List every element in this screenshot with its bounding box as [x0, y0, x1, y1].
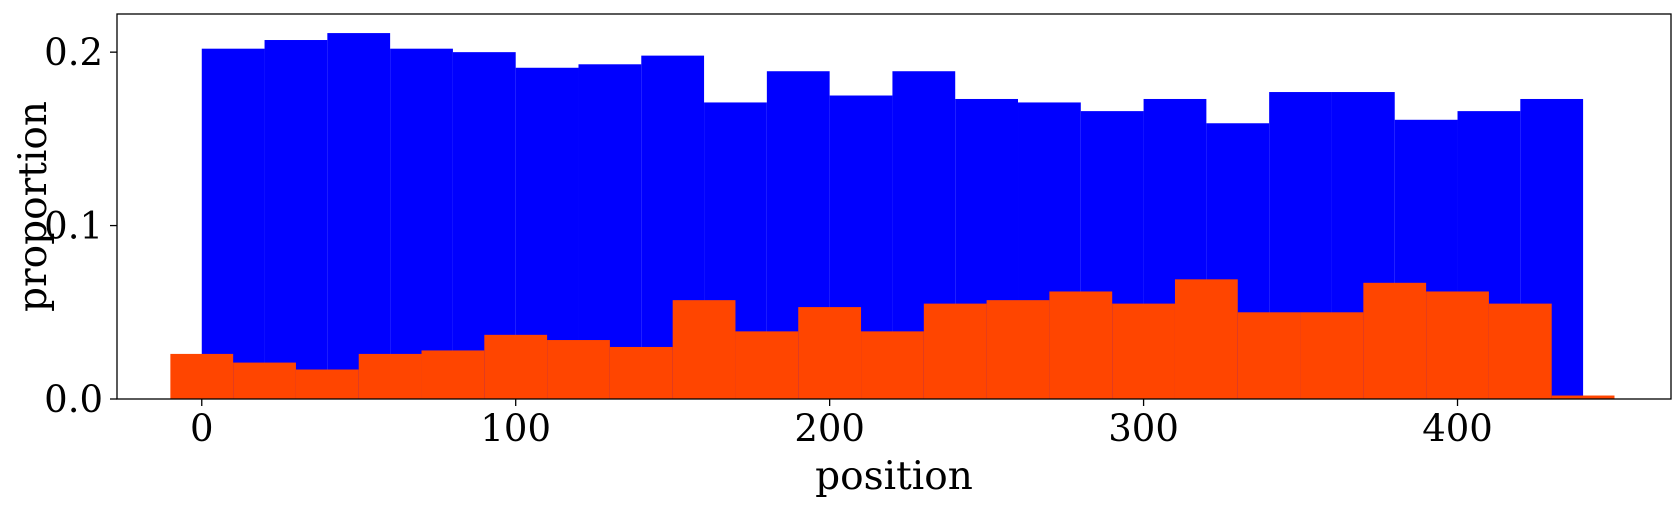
bars-layer — [170, 33, 1615, 400]
bar-series-2-9 — [735, 331, 799, 399]
y-tick-label: 0.2 — [44, 31, 103, 74]
bar-series-2-1 — [233, 362, 296, 399]
bar-series-2-6 — [547, 340, 610, 399]
plot-frame — [116, 13, 1672, 400]
bar-series-2-10 — [798, 307, 862, 399]
y-tick-label: 0.1 — [44, 205, 103, 248]
bar-series-2-17 — [1237, 312, 1301, 399]
bar-series-2-5 — [484, 334, 548, 399]
bar-series-2-0 — [170, 353, 234, 399]
bar-series-2-16 — [1174, 279, 1238, 399]
x-tick-label: 300 — [1108, 407, 1179, 450]
bar-series-2-7 — [609, 346, 673, 399]
x-tick-label: 400 — [1422, 407, 1493, 450]
y-axis-title: proportion — [11, 101, 56, 312]
bar-series-2-13 — [986, 300, 1050, 399]
y-tick-label: 0.0 — [44, 378, 103, 421]
bar-series-2-2 — [295, 369, 359, 399]
bar-series-1-0 — [201, 48, 265, 399]
bar-series-2-12 — [923, 303, 987, 399]
x-tick-label: 0 — [190, 407, 214, 450]
bar-series-2-15 — [1112, 303, 1175, 399]
x-axis-title: position — [815, 454, 973, 499]
bar-series-2-3 — [358, 353, 422, 399]
bar-series-2-22 — [1551, 395, 1615, 399]
ticks-layer: 0 100 200 300 400 0.0 0.1 0.2 — [44, 31, 1493, 450]
bar-series-1-2 — [327, 33, 391, 400]
bar-series-2-19 — [1363, 282, 1427, 399]
bar-series-2-14 — [1049, 291, 1113, 399]
x-tick-label: 100 — [480, 407, 551, 450]
bar-series-2-20 — [1426, 291, 1489, 399]
bar-series-2-4 — [421, 350, 485, 399]
x-tick-label: 200 — [794, 407, 865, 450]
bar-series-1-3 — [390, 48, 453, 399]
bar-series-2-21 — [1488, 303, 1552, 399]
bar-series-1-1 — [264, 40, 328, 399]
bar-series-2-18 — [1300, 312, 1364, 399]
bar-series-2-11 — [861, 331, 924, 399]
bar-series-2-8 — [672, 300, 736, 399]
